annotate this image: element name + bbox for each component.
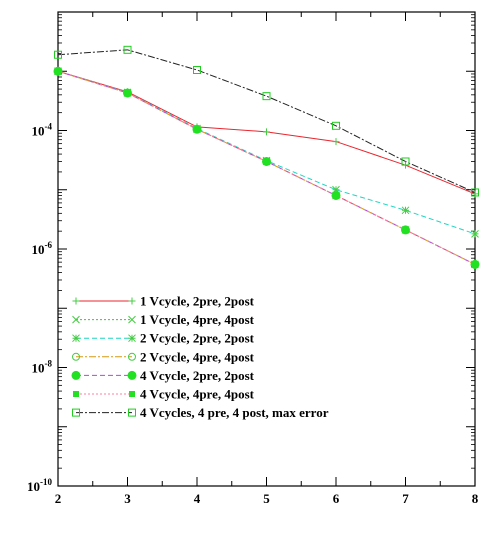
series-1-point xyxy=(263,128,270,136)
x-tick-label: 2 xyxy=(55,491,62,506)
x-tick-label: 6 xyxy=(333,491,340,506)
legend-label-1: 1 Vcycle, 2pre, 2post xyxy=(140,294,255,309)
legend-marker-1 xyxy=(128,297,136,305)
legend-marker-5 xyxy=(127,370,137,380)
legend: 1 Vcycle, 2pre, 2post 1 Vcycle, 4pre, 4po… xyxy=(71,294,329,420)
legend-marker-2 xyxy=(128,315,136,324)
legend-marker-4 xyxy=(128,352,136,361)
y-axis-ticks: 10-4 10-6 10-8 10-10 xyxy=(27,122,52,495)
legend-marker-2 xyxy=(72,315,80,324)
x-tick-label: 5 xyxy=(263,491,270,506)
series-7-point xyxy=(193,65,201,74)
series-7-point xyxy=(401,157,410,166)
legend-marker-3 xyxy=(72,334,80,343)
series-6-point xyxy=(333,192,339,199)
plot-area xyxy=(57,11,476,487)
series-6-point xyxy=(263,158,270,165)
legend-marker-6 xyxy=(129,391,135,397)
legend-marker-7 xyxy=(72,408,80,417)
series-3-point xyxy=(401,206,410,215)
series-3-point xyxy=(471,230,479,238)
legend-label-6: 4 Vcycle, 4pre, 4post xyxy=(140,387,255,402)
series-6-point xyxy=(55,68,61,75)
series-1-point xyxy=(332,138,340,146)
legend-label-2: 1 Vcycle, 4pre, 4post xyxy=(140,312,255,327)
series-6-point xyxy=(472,261,478,268)
series-7-point xyxy=(123,45,132,54)
legend-label-7: 4 Vcycles, 4 pre, 4 post, max error xyxy=(140,405,329,420)
legend-label-3: 2 Vcycle, 2pre, 2post xyxy=(140,331,255,346)
series-line-7 xyxy=(57,49,476,193)
y-tick-label: 10-6 xyxy=(32,240,53,257)
legend-marker-4 xyxy=(72,352,80,361)
legend-marker-7 xyxy=(128,408,136,417)
marker-layer xyxy=(53,45,480,269)
series-7-point xyxy=(262,92,271,101)
x-axis-ticks: 2 3 4 5 6 7 8 xyxy=(55,491,479,506)
legend-marker-6 xyxy=(73,391,79,397)
y-tick-label: 10-8 xyxy=(32,359,53,376)
x-tick-label: 7 xyxy=(402,491,409,506)
y-tick-label: 10-10 xyxy=(27,477,52,494)
series-line-3 xyxy=(57,70,476,235)
legend-marker-5 xyxy=(71,370,81,380)
series-6-point xyxy=(194,126,200,133)
legend-marker-3 xyxy=(128,334,136,343)
series-7-point xyxy=(471,188,479,197)
series-3-point xyxy=(332,185,340,194)
legend-label-4: 2 Vcycle, 4pre, 4post xyxy=(140,349,255,364)
x-tick-label: 4 xyxy=(194,491,201,506)
series-6-point xyxy=(124,89,131,96)
series-7-point xyxy=(54,50,62,59)
series-7-point xyxy=(332,121,340,130)
x-tick-label: 3 xyxy=(124,491,131,506)
legend-label-5: 4 Vcycle, 2pre, 2post xyxy=(140,368,255,383)
x-tick-label: 8 xyxy=(472,491,479,506)
y-tick-label: 10-4 xyxy=(32,122,53,139)
legend-marker-1 xyxy=(72,297,80,305)
series-6-point xyxy=(402,226,409,233)
